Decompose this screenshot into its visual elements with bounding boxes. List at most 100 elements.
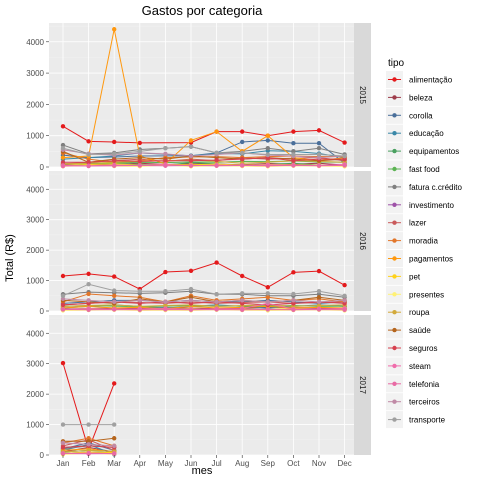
legend-label: corolla: [409, 111, 433, 120]
data-point: [265, 163, 270, 168]
data-point: [188, 307, 194, 312]
y-tick-label: 2000: [26, 246, 44, 255]
legend-item-investimento: investimento: [386, 196, 454, 214]
series-terceiros: [60, 296, 347, 305]
data-point: [86, 439, 91, 444]
data-point: [316, 289, 322, 294]
data-point: [60, 360, 66, 366]
legend-item-alimentação: alimentação: [386, 71, 453, 88]
data-point: [188, 138, 194, 143]
data-point: [214, 260, 219, 265]
legend-label: fatura c.crédito: [409, 183, 462, 192]
data-point: [112, 158, 117, 163]
legend-key-point: [392, 345, 397, 351]
legend-item-steam: steam: [386, 357, 431, 375]
data-point: [188, 158, 194, 163]
data-point: [214, 299, 219, 305]
legend-label: lazer: [409, 219, 427, 228]
legend-label: steam: [409, 362, 431, 371]
data-point: [60, 293, 66, 298]
data-point: [240, 163, 245, 168]
data-point: [214, 150, 219, 156]
data-point: [86, 152, 91, 157]
series-line: [62, 283, 345, 297]
data-point: [265, 295, 270, 300]
data-point: [316, 307, 322, 312]
data-point: [316, 299, 322, 305]
data-point: [60, 142, 66, 148]
data-point: [112, 163, 117, 168]
x-tick-label: Nov: [312, 459, 326, 468]
data-point: [342, 153, 347, 159]
series-transporte: [60, 282, 347, 298]
data-point: [86, 307, 91, 312]
data-point: [137, 159, 142, 164]
legend-key-point: [392, 381, 397, 386]
facet-panels: 2015 0 1000 2000 3000 4000 2016 0 1000 2000 3000 40…: [26, 23, 371, 460]
series-line: [62, 298, 345, 303]
data-point: [316, 141, 322, 146]
data-point: [112, 436, 117, 441]
data-point: [112, 139, 117, 145]
data-point: [137, 307, 142, 312]
data-point: [240, 156, 245, 162]
legend-key-point: [392, 292, 397, 297]
data-point: [188, 295, 194, 300]
data-point: [112, 422, 117, 427]
panel-background: [49, 23, 354, 167]
data-point: [163, 289, 168, 294]
data-point: [342, 163, 347, 168]
data-point: [86, 298, 91, 303]
series-line: [62, 301, 345, 306]
y-tick-label: 1000: [26, 421, 44, 430]
legend-key-point: [392, 77, 397, 82]
legend-label: presentes: [409, 290, 444, 299]
legend-label: moradia: [409, 237, 438, 246]
legend-label: educação: [409, 129, 444, 138]
series-transporte: [60, 422, 117, 427]
data-point: [265, 299, 270, 305]
y-tick-label: 1000: [26, 277, 44, 286]
data-point: [86, 422, 91, 427]
data-point: [86, 282, 91, 287]
facet-panel-2017: 2017 0 1000 2000 3000 4000: [26, 315, 371, 460]
data-point: [60, 445, 66, 450]
series-line: [62, 305, 345, 310]
data-point: [112, 381, 117, 386]
legend-item-educação: educação: [386, 124, 444, 142]
data-point: [291, 270, 296, 275]
data-point: [265, 146, 270, 151]
data-point: [240, 139, 245, 145]
data-point: [112, 288, 117, 293]
data-point: [163, 307, 168, 312]
y-tick-label: 2000: [26, 100, 44, 109]
data-point: [214, 129, 219, 134]
data-point: [342, 282, 347, 288]
y-tick-label: 3000: [26, 360, 44, 369]
series-line: [63, 157, 345, 163]
panel-background: [49, 315, 354, 455]
data-point: [112, 443, 117, 449]
legend-label: saúde: [409, 326, 431, 335]
legend-key-point: [392, 256, 397, 261]
legend-item-equipamentos: equipamentos: [386, 142, 459, 160]
data-point: [316, 303, 322, 308]
data-point: [137, 289, 142, 294]
facet-strip: [354, 23, 371, 167]
legend-key-point: [392, 131, 397, 136]
legend-item-moradia: moradia: [386, 232, 438, 250]
data-point: [60, 451, 66, 456]
series-line: [62, 304, 345, 307]
data-point: [137, 298, 142, 303]
data-point: [86, 436, 91, 441]
x-tick-label: Jun: [185, 459, 198, 468]
data-point: [112, 27, 117, 32]
legend-key-point: [392, 363, 397, 369]
x-tick-label: Jan: [57, 459, 70, 468]
x-tick-label: Dec: [337, 459, 351, 468]
series-line: [62, 29, 345, 165]
data-point: [265, 285, 270, 290]
legend-items: alimentação beleza corolla educação equipame…: [386, 71, 462, 429]
data-point: [316, 146, 322, 151]
